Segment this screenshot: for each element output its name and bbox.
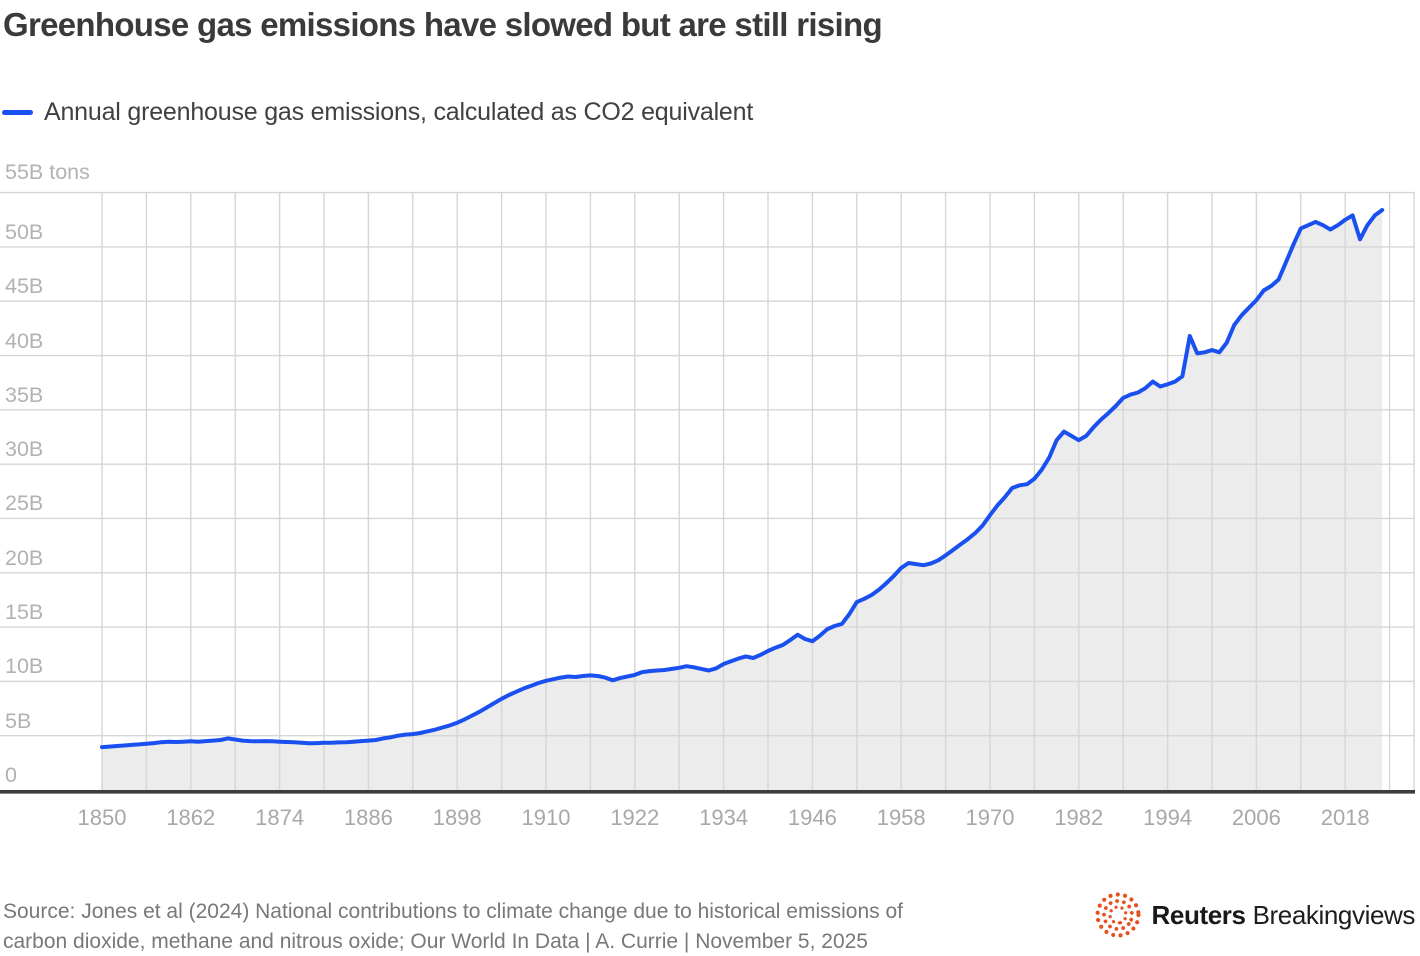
x-tick-label: 1850 [78,805,127,831]
x-tick-label: 2006 [1232,805,1281,831]
reuters-breakingviews-logo: Reuters Breakingviews [1095,891,1415,939]
x-tick-label: 1934 [699,805,748,831]
source-line-2: carbon dioxide, methane and nitrous oxid… [3,927,903,956]
x-tick-label: 1886 [344,805,393,831]
x-tick-label: 1874 [255,805,304,831]
x-tick-label: 1970 [966,805,1015,831]
x-tick-label: 1946 [788,805,837,831]
logo-brand-breakingviews: Breakingviews [1253,900,1415,931]
reuters-logo-icon [1095,891,1143,939]
y-tick-label: 35B [5,382,43,408]
x-tick-label: 1910 [522,805,571,831]
y-tick-label: 40B [5,328,43,354]
source-note: Source: Jones et al (2024) National cont… [3,897,903,956]
x-tick-label: 1982 [1054,805,1103,831]
x-tick-label: 1958 [877,805,926,831]
y-tick-label: 5B [5,708,31,734]
logo-brand-reuters: Reuters [1152,900,1246,931]
y-tick-label: 25B [5,490,43,516]
x-tick-label: 2018 [1321,805,1370,831]
y-tick-label: 0 [5,762,17,788]
x-tick-label: 1862 [166,805,215,831]
x-tick-label: 1922 [610,805,659,831]
x-tick-label: 1898 [433,805,482,831]
y-tick-label: 45B [5,273,43,299]
y-tick-label: 50B [5,219,43,245]
area-fill [102,210,1382,790]
y-tick-label: 20B [5,545,43,571]
source-line-1: Source: Jones et al (2024) National cont… [3,897,903,927]
x-tick-label: 1994 [1143,805,1192,831]
y-tick-label: 10B [5,653,43,679]
y-tick-label: 30B [5,436,43,462]
y-tick-label: 15B [5,599,43,625]
logo-dot-ring [1108,906,1127,925]
